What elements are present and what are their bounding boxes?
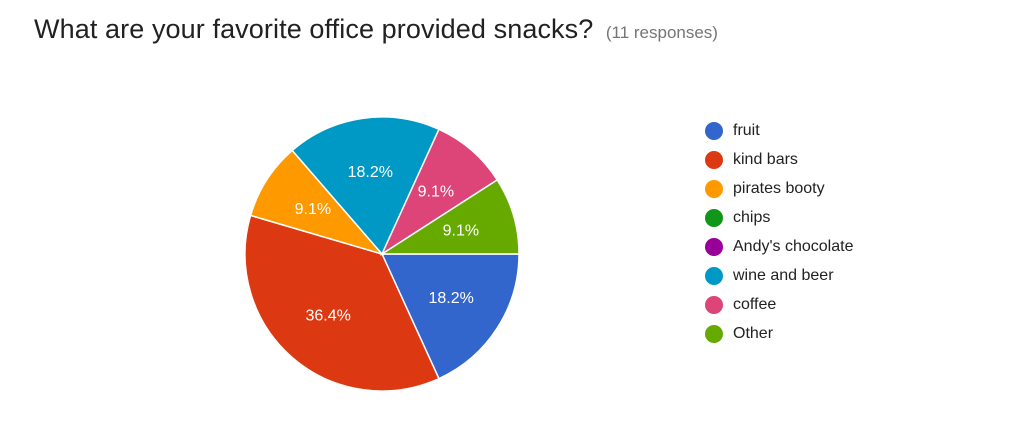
legend-label: coffee [733, 295, 777, 313]
legend-label: wine and beer [733, 266, 834, 284]
slice-label-pirates-booty: 9.1% [295, 201, 331, 218]
legend-swatch [705, 150, 723, 169]
legend-swatch [705, 324, 723, 343]
slice-label-kind-bars: 36.4% [305, 308, 350, 325]
legend-item-coffee: coffee [705, 290, 853, 319]
legend-swatch [705, 121, 723, 140]
legend-swatch [705, 208, 723, 227]
legend-item-wine-and-beer: wine and beer [705, 261, 853, 290]
title-row: What are your favorite office provided s… [34, 14, 718, 45]
legend-label: pirates booty [733, 179, 825, 197]
pie-slice-wine-and-beer [291, 116, 440, 256]
legend-swatch [705, 179, 723, 198]
legend-label: Andy's chocolate [733, 237, 854, 255]
legend-item-kind-bars: kind bars [705, 145, 853, 174]
pie-slice-fruit [380, 253, 520, 380]
response-count: (11 responses) [605, 23, 718, 42]
slice-label-other: 9.1% [443, 222, 479, 239]
legend-label: Other [733, 324, 774, 342]
legend-swatch [705, 295, 723, 314]
slice-label-coffee: 9.1% [418, 183, 454, 200]
legend-label: fruit [733, 121, 760, 139]
slice-label-fruit: 18.2% [428, 290, 473, 307]
legend-label: kind bars [733, 150, 798, 168]
pie-slice-pirates-booty [249, 149, 385, 256]
chart-title: What are your favorite office provided s… [34, 14, 594, 44]
legend-swatch [705, 237, 723, 256]
legend-label: chips [733, 208, 771, 226]
pie-slice-kind-bars [244, 214, 440, 392]
legend-item-other: Other [705, 319, 853, 348]
legend-item-chips: chips [705, 203, 853, 232]
slice-label-wine-and-beer: 18.2% [348, 164, 393, 181]
pie-slice-other [379, 178, 520, 255]
legend-item-pirates-booty: pirates booty [705, 174, 853, 203]
legend-item-andy-s-chocolate: Andy's chocolate [705, 232, 853, 261]
pie-slice-coffee [380, 128, 499, 257]
legend-item-fruit: fruit [705, 116, 853, 145]
legend: fruit kind bars pirates booty chips Andy's c… [705, 116, 853, 348]
legend-swatch [705, 266, 723, 285]
